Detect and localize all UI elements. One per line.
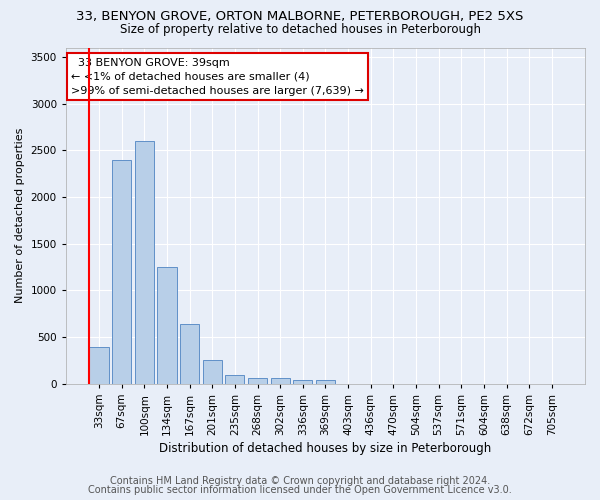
Bar [135,141,154,384]
Bar [89,346,109,384]
Text: 33 BENYON GROVE: 39sqm  
← <1% of detached houses are smaller (4)
>99% of semi-d: 33 BENYON GROVE: 39sqm ← <1% of detached… [71,58,364,96]
Bar [271,378,290,384]
Bar [316,380,335,384]
Bar [112,160,131,384]
Bar [225,374,244,384]
X-axis label: Distribution of detached houses by size in Peterborough: Distribution of detached houses by size … [159,442,491,455]
Text: Contains public sector information licensed under the Open Government Licence v3: Contains public sector information licen… [88,485,512,495]
Text: Size of property relative to detached houses in Peterborough: Size of property relative to detached ho… [119,22,481,36]
Bar [157,267,176,384]
Bar [180,324,199,384]
Text: 33, BENYON GROVE, ORTON MALBORNE, PETERBOROUGH, PE2 5XS: 33, BENYON GROVE, ORTON MALBORNE, PETERB… [76,10,524,23]
Text: Contains HM Land Registry data © Crown copyright and database right 2024.: Contains HM Land Registry data © Crown c… [110,476,490,486]
Bar [248,378,267,384]
Bar [203,360,222,384]
Bar [293,380,313,384]
Y-axis label: Number of detached properties: Number of detached properties [15,128,25,304]
